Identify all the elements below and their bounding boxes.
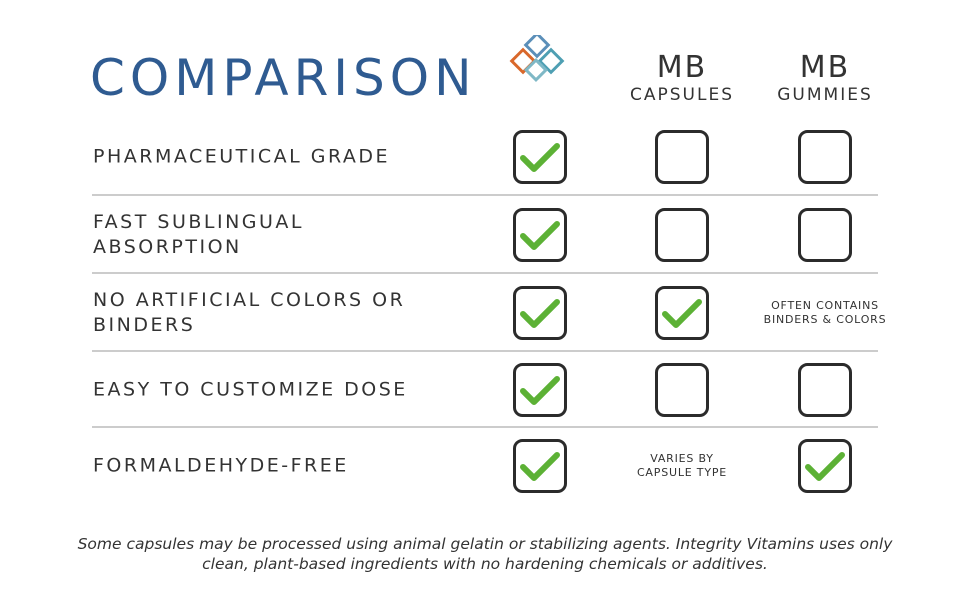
box-outline	[513, 363, 567, 417]
checked-box	[655, 286, 709, 340]
checked-box	[513, 208, 567, 262]
checked-box	[513, 439, 567, 493]
box-outline	[655, 286, 709, 340]
column-header: MB CAPSULES	[602, 52, 762, 106]
row-label: EASY TO CUSTOMIZE DOSE	[93, 378, 408, 401]
empty-box	[655, 208, 709, 262]
cell-note: VARIES BY CAPSULE TYPE	[602, 452, 762, 480]
checkmark	[662, 299, 702, 328]
column-subname: CAPSULES	[630, 85, 734, 105]
checked-box	[513, 130, 567, 184]
row-label: FORMALDEHYDE-FREE	[93, 454, 349, 477]
row-separator	[92, 194, 878, 196]
cell-note-line: CAPSULE TYPE	[636, 466, 728, 479]
empty-box	[798, 208, 852, 262]
checked-box	[513, 363, 567, 417]
box-outline	[655, 130, 709, 184]
cell-note: OFTEN CONTAINS BINDERS & COLORS	[745, 299, 905, 327]
box-outline	[798, 439, 852, 493]
row-label: FAST SUBLINGUAL ABSORPTION	[93, 211, 305, 258]
box-outline	[513, 439, 567, 493]
checkmark	[805, 452, 845, 481]
column-subname: GUMMIES	[777, 85, 873, 105]
row-separator	[92, 349, 878, 352]
checked-box	[513, 286, 567, 340]
box-outline	[513, 286, 567, 340]
checkmark	[520, 452, 560, 481]
footnote-line: clean, plant-based ingredients with no h…	[202, 555, 768, 573]
row-separator	[92, 272, 878, 274]
row-label: PHARMACEUTICAL GRADE	[93, 145, 391, 168]
checkmark	[520, 299, 560, 328]
empty-box	[798, 130, 852, 184]
column-name: MB	[656, 50, 708, 85]
empty-box	[798, 363, 852, 417]
column-name: MB	[799, 50, 851, 85]
empty-box	[655, 363, 709, 417]
box-outline	[798, 208, 852, 262]
box-outline	[798, 363, 852, 417]
footnote-line: Some capsules may be processed using ani…	[77, 535, 893, 553]
box-outline	[655, 208, 709, 262]
cell-note-line: VARIES BY	[650, 452, 714, 465]
box-outline	[513, 208, 567, 262]
box-outline	[655, 363, 709, 417]
cell-note-line: OFTEN CONTAINS	[771, 299, 879, 312]
box-outline	[513, 130, 567, 184]
checkmark	[520, 221, 560, 250]
box-outline	[798, 130, 852, 184]
row-separator	[92, 426, 878, 428]
checkmark	[520, 376, 560, 405]
row-label: NO ARTIFICIAL COLORS OR BINDERS	[93, 289, 406, 336]
checked-box	[798, 439, 852, 493]
logo	[509, 35, 565, 83]
column-header: MB GUMMIES	[745, 52, 905, 106]
footnote: Some capsules may be processed using ani…	[0, 534, 970, 574]
checkmark	[520, 143, 560, 172]
title: COMPARISON	[90, 49, 477, 107]
empty-box	[655, 130, 709, 184]
cell-note-line: BINDERS & COLORS	[763, 313, 887, 326]
